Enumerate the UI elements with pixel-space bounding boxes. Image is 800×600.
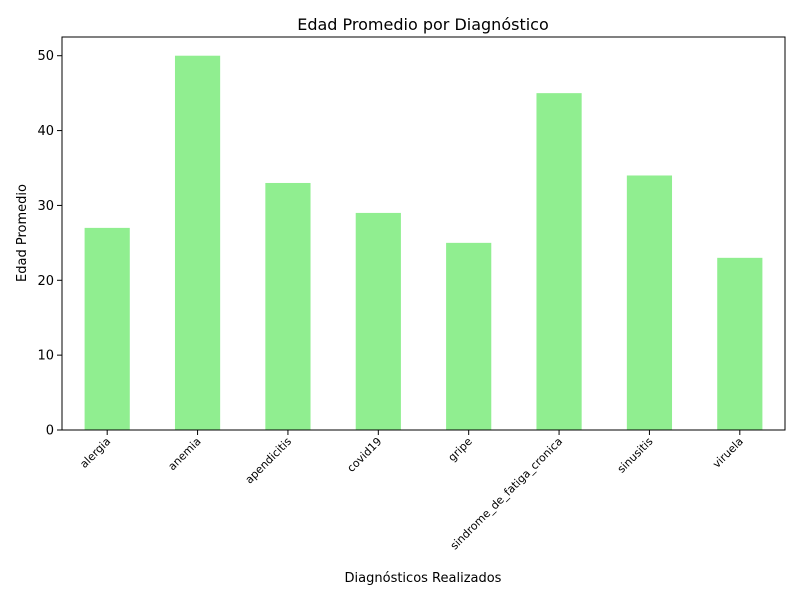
y-axis-title: Edad Promedio [15, 184, 30, 282]
y-tick-label: 10 [37, 349, 54, 364]
bar-covid19 [355, 212, 401, 430]
y-axis: 0 10 20 30 40 50 [37, 49, 62, 439]
bar-viruela [717, 257, 763, 430]
x-tick-label: apendicitis [243, 435, 295, 487]
x-tick-label: viruela [710, 435, 746, 471]
y-tick-label: 0 [46, 424, 54, 439]
bar-sindrome_de_fatiga_cronica [536, 93, 582, 431]
x-tick-label: gripe [446, 435, 475, 464]
x-tick-label: sinusitis [615, 435, 656, 476]
x-tick-label: covid19 [345, 435, 385, 475]
x-tick-label: anemia [166, 435, 204, 473]
y-tick-label: 30 [37, 199, 54, 214]
x-tick-label: alergia [77, 435, 113, 471]
x-axis-title: Diagnósticos Realizados [345, 571, 502, 586]
bar-sinusitis [626, 175, 673, 430]
y-tick-label: 40 [37, 124, 54, 139]
x-axis: alergia anemia apendicitis covid19 gripesind… [77, 430, 746, 552]
chart-title: Edad Promedio por Diagnóstico [297, 15, 549, 34]
bar-gripe [446, 242, 492, 430]
bar-apendicitis [265, 182, 311, 430]
plot-area-frame [61, 36, 786, 431]
bar-anemia [174, 55, 221, 430]
y-tick-label: 20 [37, 274, 54, 289]
y-tick-label: 50 [37, 49, 54, 64]
bars-group [84, 55, 763, 431]
bar-alergia [84, 227, 130, 430]
